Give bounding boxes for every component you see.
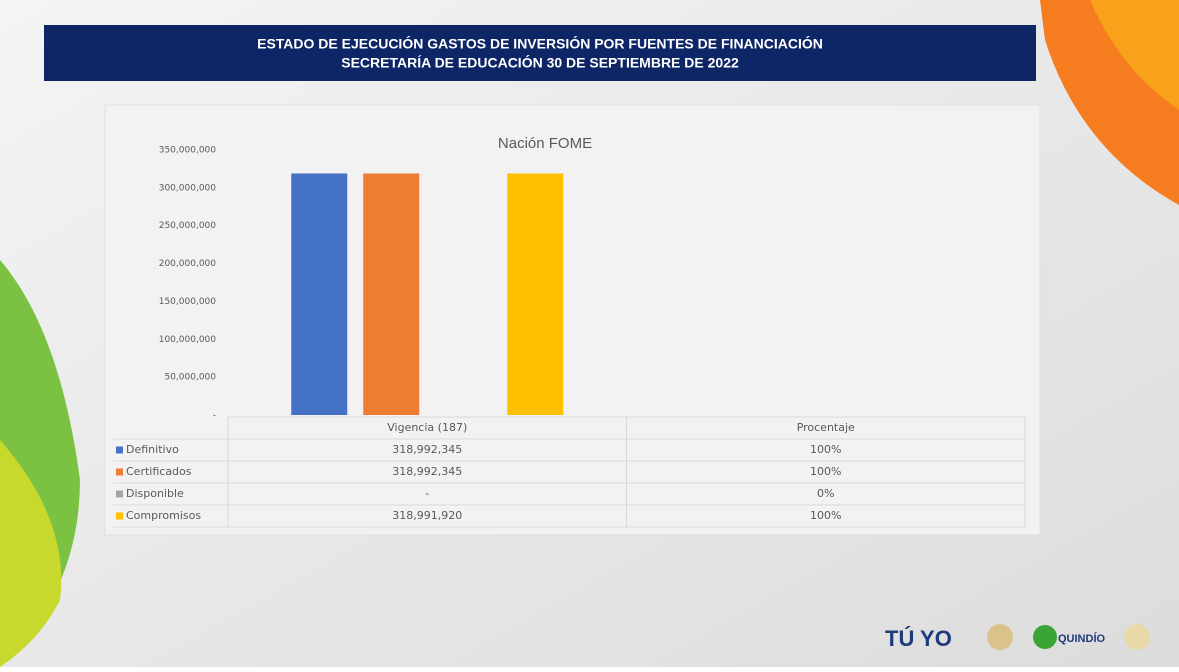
- table-cell: -: [425, 487, 429, 500]
- y-tick-label: -: [213, 411, 216, 421]
- legend-swatch: [116, 447, 123, 454]
- y-tick-label: 350,000,000: [159, 146, 217, 156]
- table-cell: 0%: [817, 487, 834, 500]
- legend-swatch: [116, 469, 123, 476]
- table-cell: 100%: [810, 465, 841, 478]
- bar: [291, 173, 347, 415]
- bar: [363, 173, 419, 415]
- bar: [507, 173, 563, 415]
- table-cell: 318,992,345: [392, 465, 462, 478]
- y-tick-label: 200,000,000: [159, 259, 217, 269]
- header-bar: [44, 25, 1036, 81]
- logo-text: TÚ YO: [885, 626, 952, 651]
- chart-panel: [105, 105, 1040, 535]
- y-tick-label: 150,000,000: [159, 297, 217, 307]
- legend-label: Certificados: [126, 465, 192, 478]
- table-cell: 318,991,920: [392, 509, 462, 522]
- logo-seal: [1124, 624, 1150, 650]
- y-tick-label: 250,000,000: [159, 221, 217, 231]
- x-tick-label: Vigencia (187): [387, 421, 467, 434]
- table-cell: 100%: [810, 443, 841, 456]
- y-tick-label: 300,000,000: [159, 183, 217, 193]
- header-title: ESTADO DE EJECUCIÓN GASTOS DE INVERSIÓN …: [257, 35, 823, 52]
- legend-label: Compromisos: [126, 509, 201, 522]
- x-tick-label: Procentaje: [797, 421, 855, 434]
- chart-title: Nación FOME: [498, 135, 592, 152]
- legend-label: Definitivo: [126, 443, 179, 456]
- logo-seal: [987, 624, 1013, 650]
- logo-mark: [1033, 625, 1057, 649]
- legend-swatch: [116, 513, 123, 520]
- header-subtitle: SECRETARÍA DE EDUCACIÓN 30 DE SEPTIEMBRE…: [341, 54, 739, 71]
- table-cell: 100%: [810, 509, 841, 522]
- logo-text: QUINDÍO: [1058, 632, 1106, 645]
- legend-swatch: [116, 491, 123, 498]
- table-cell: 318,992,345: [392, 443, 462, 456]
- y-tick-label: 50,000,000: [164, 373, 216, 383]
- legend-label: Disponible: [126, 487, 184, 500]
- y-tick-label: 100,000,000: [159, 335, 217, 345]
